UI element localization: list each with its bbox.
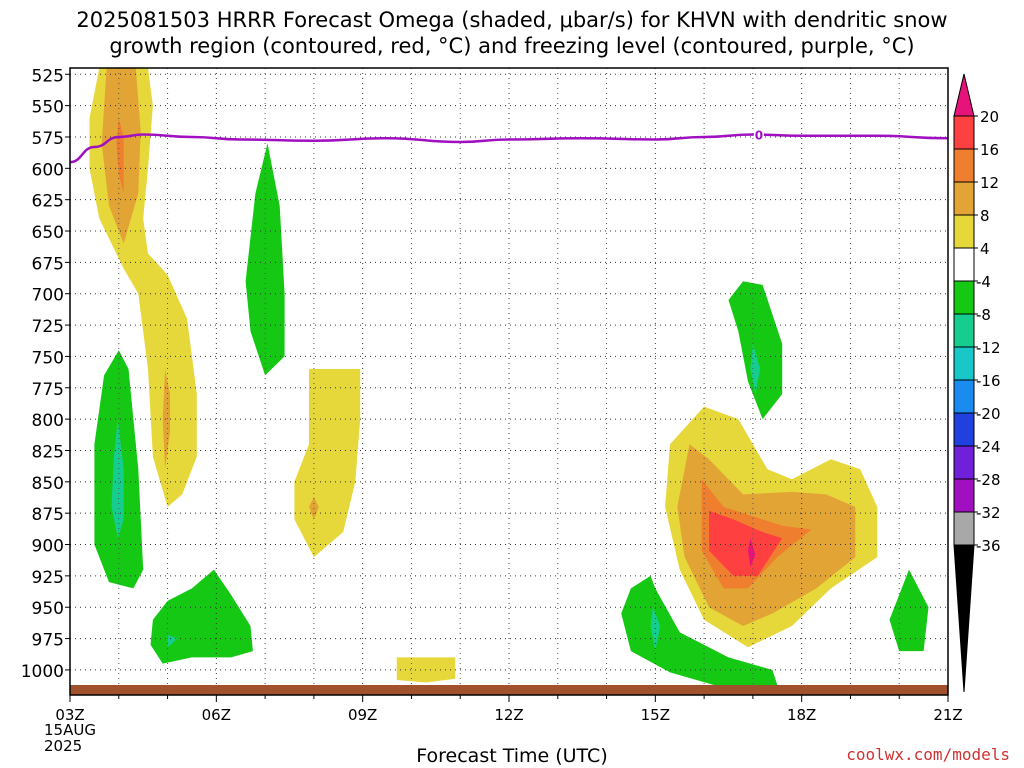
colorbar-tick-label: -28: [976, 471, 1001, 489]
date-year: 2025: [44, 737, 83, 755]
colorbar-segment: [953, 511, 975, 546]
omega-region: [621, 575, 778, 685]
freezing-level-label: 0: [755, 128, 763, 142]
y-tick-label: 950: [32, 599, 64, 619]
colorbar-segment: [953, 346, 975, 381]
y-tick-label: 850: [32, 474, 64, 494]
colorbar-bottom-arrow: [953, 544, 975, 693]
omega-region: [111, 419, 124, 539]
omega-shaded-regions: [89, 68, 929, 685]
date-day: 15AUG: [44, 721, 96, 739]
x-tick-label: 12Z: [494, 706, 523, 724]
colorbar-tick-label: -24: [976, 438, 1001, 456]
omega-region: [245, 143, 285, 376]
colorbar-segment: [953, 181, 975, 216]
freezing-label-bg: [753, 127, 764, 142]
y-tick-label: 975: [32, 631, 64, 651]
omega-region: [709, 510, 783, 576]
colorbar-top-arrow: [953, 73, 975, 117]
y-tick-label: 675: [32, 254, 64, 274]
x-tick-label: 06Z: [202, 706, 231, 724]
freezing-level-line: [69, 133, 949, 164]
omega-region: [728, 281, 783, 420]
colorbar-tick-label: -20: [976, 405, 1001, 423]
colorbar-tick-label: 8: [980, 207, 990, 225]
freezing-level-contour: 0: [69, 127, 949, 164]
y-tick-label: 575: [32, 129, 64, 149]
surface-band: [70, 685, 948, 695]
omega-region: [162, 369, 170, 470]
x-tick-label: 18Z: [787, 706, 816, 724]
x-tick-label: 03Z: [55, 706, 84, 724]
colorbar-segment: [953, 280, 975, 315]
omega-region: [650, 607, 661, 652]
colorbar-tick-label: 20: [980, 108, 999, 126]
colorbar: 20 16 12 8 4 -4 -8 -12 -16 -20 -24 -28 -32 -36: [953, 73, 1001, 693]
omega-region: [294, 369, 361, 558]
omega-region: [750, 343, 761, 394]
omega-region: [150, 569, 253, 664]
colorbar-tick-label: 16: [980, 141, 999, 159]
y-tick-label: 775: [32, 380, 64, 400]
colorbar-segment: [953, 313, 975, 348]
colorbar-segment: [953, 247, 975, 282]
colorbar-segment: [953, 214, 975, 249]
y-tick-label: 875: [32, 505, 64, 525]
colorbar-tick-label: -12: [976, 339, 1001, 357]
y-tick-label: 1000: [21, 662, 64, 682]
x-tick-label: 09Z: [348, 706, 377, 724]
colorbar-tick-label: 4: [980, 240, 990, 258]
y-tick-label: 625: [32, 192, 64, 212]
chart-title-line1: 2025081503 HRRR Forecast Omega (shaded, …: [76, 8, 948, 32]
colorbar-tick-label: -4: [976, 273, 991, 291]
y-tick-label: 925: [32, 568, 64, 588]
colorbar-tick-label: -36: [976, 537, 1001, 555]
omega-region: [889, 569, 929, 652]
y-tick-label: 750: [32, 348, 64, 368]
omega-region: [748, 538, 756, 568]
x-axis-label: Forecast Time (UTC): [416, 745, 608, 767]
colorbar-segment: [953, 412, 975, 447]
colorbar-tick-label: 12: [980, 174, 999, 192]
chart-title-line2: growth region (contoured, red, °C) and f…: [109, 34, 915, 58]
colorbar-segment: [953, 148, 975, 183]
y-tick-label: 550: [32, 98, 64, 118]
y-tick-label: 900: [32, 537, 64, 557]
colorbar-segment: [953, 379, 975, 414]
date-label: 15AUG 2025: [44, 722, 96, 754]
colorbar-tick-label: -16: [976, 372, 1001, 390]
y-tick-label: 825: [32, 442, 64, 462]
y-tick-label: 700: [32, 286, 64, 306]
colorbar-tick-label: -8: [976, 306, 991, 324]
colorbar-segment: [953, 478, 975, 513]
y-tick-label: 525: [32, 66, 64, 86]
omega-region: [167, 634, 178, 648]
colorbar-segment: [953, 445, 975, 480]
y-tick-label: 600: [32, 160, 64, 180]
y-tick-label: 800: [32, 411, 64, 431]
x-tick-label: 15Z: [641, 706, 670, 724]
y-tick-label: 650: [32, 223, 64, 243]
x-tick-label: 21Z: [933, 706, 962, 724]
credit-text: coolwx.com/models: [846, 745, 1010, 764]
y-tick-label: 725: [32, 317, 64, 337]
colorbar-segment: [953, 115, 975, 150]
axes: 525 550 575 600 625 650 675 700 725 750 775 800 825 8…: [21, 66, 963, 724]
colorbar-tick-label: -32: [976, 504, 1001, 522]
